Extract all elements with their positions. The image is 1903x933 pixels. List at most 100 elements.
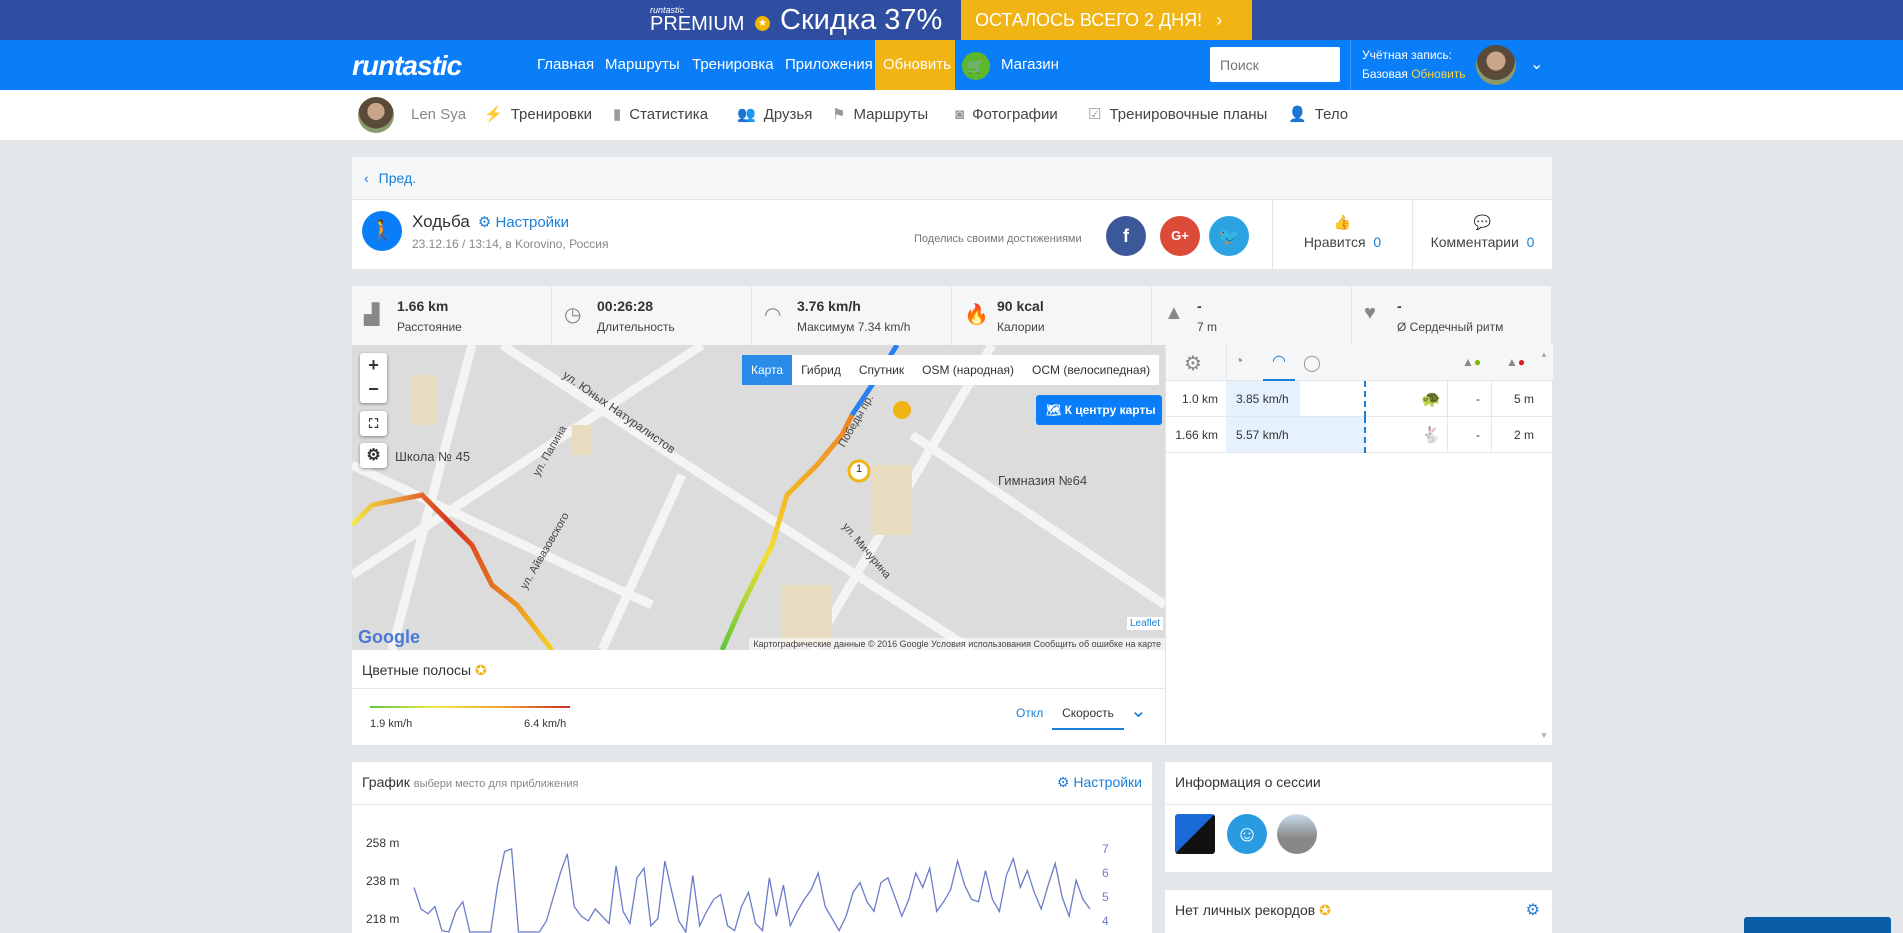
- stat-label: Расстояние: [397, 320, 462, 334]
- scrollbar-up-arrow[interactable]: ▲: [1540, 350, 1548, 359]
- speed-bar: [1226, 381, 1300, 416]
- map-layer-switcher: Карта Гибрид Спутник OSM (народная) OCM (вел…: [742, 355, 1160, 385]
- scrollbar-down-arrow[interactable]: ▼: [1540, 731, 1548, 740]
- y-tick: 218 m: [366, 912, 400, 926]
- y-tick: 258 m: [366, 836, 400, 850]
- stat-value: -: [1197, 298, 1202, 314]
- subnav-training-plans[interactable]: ☑ Тренировочные планы: [1088, 106, 1268, 123]
- stat-4: ▲ - 7 m: [1152, 286, 1352, 345]
- splits-header: ⚙ ◔ ◠ ◯ ▲● ▲●: [1166, 345, 1553, 381]
- split-row[interactable]: 1.66 km 5.57 km/h 🐇 - 2 m: [1166, 417, 1553, 453]
- zoom-in-button[interactable]: +: [368, 355, 379, 375]
- chevron-down-icon[interactable]: ⌄: [1530, 56, 1544, 73]
- start-marker[interactable]: [893, 401, 911, 419]
- speed-chart[interactable]: [412, 822, 1092, 933]
- divider: [1491, 381, 1492, 417]
- search-input[interactable]: [1210, 47, 1340, 82]
- zoom-out-button[interactable]: −: [368, 379, 379, 399]
- divider: [1165, 804, 1552, 805]
- subnav-routes[interactable]: ⚑ Маршруты: [832, 106, 929, 123]
- map-layer-1[interactable]: Гибрид: [801, 363, 841, 377]
- nav-apps[interactable]: Приложения: [785, 56, 873, 73]
- gear-icon[interactable]: ⚙: [1184, 353, 1202, 375]
- route-marker[interactable]: [847, 459, 871, 483]
- account-upgrade-link[interactable]: Обновить: [1411, 67, 1466, 81]
- nav-upgrade[interactable]: Обновить: [875, 40, 955, 90]
- map-layer-3[interactable]: OSM (народная): [922, 363, 1014, 377]
- average-line: [1364, 417, 1366, 453]
- average-line: [1364, 381, 1366, 417]
- center-map-button[interactable]: 🗺 К центру карты: [1036, 395, 1162, 425]
- promo-cta-button[interactable]: ОСТАЛОСЬ ВСЕГО 2 ДНЯ! ›: [961, 0, 1252, 40]
- user-name[interactable]: Len Sya: [411, 106, 467, 123]
- y-tick: 238 m: [366, 874, 400, 888]
- y2-tick: 7: [1102, 842, 1109, 856]
- twitter-share-button[interactable]: 🐦: [1209, 216, 1249, 256]
- gear-icon[interactable]: ⚙: [1525, 902, 1540, 919]
- speedometer-icon: ◠: [764, 304, 782, 326]
- google-plus-share-button[interactable]: G+: [1160, 216, 1200, 256]
- account-info: Учётная запись: Базовая Обновить: [1362, 48, 1466, 81]
- bar-chart-icon: ▮: [613, 106, 622, 123]
- prev-link[interactable]: ‹ Пред.: [352, 157, 1552, 200]
- subnav-workouts[interactable]: ⚡ Тренировки: [484, 106, 592, 123]
- leaflet-link[interactable]: Leaflet: [1126, 617, 1163, 630]
- nav-routes[interactable]: Маршруты: [605, 56, 680, 73]
- chart-settings-link[interactable]: ⚙ Настройки: [1056, 774, 1142, 790]
- turtle-icon: 🐢: [1421, 391, 1441, 408]
- subnav-photos[interactable]: ◙ Фотографии: [955, 106, 1058, 123]
- split-row[interactable]: 1.0 km 3.85 km/h 🐢 - 5 m: [1166, 381, 1553, 417]
- speed-bar: [1226, 417, 1366, 452]
- nav-shop[interactable]: Магазин: [1001, 56, 1059, 73]
- map-attribution[interactable]: Картографические данные © 2016 Google Ус…: [749, 638, 1165, 650]
- like-button[interactable]: 👍 Нравится 0: [1272, 200, 1412, 269]
- split-down: 5 m: [1514, 392, 1535, 406]
- map-layer-4[interactable]: OCM (велосипедная): [1032, 363, 1151, 377]
- divider: [1491, 417, 1492, 453]
- color-bars-speed[interactable]: Скорость: [1052, 706, 1124, 730]
- feedback-button[interactable]: [1744, 917, 1891, 933]
- comments-button[interactable]: 💬 Комментарии 0: [1412, 200, 1552, 269]
- comment-icon: 💬: [1473, 214, 1492, 230]
- stat-label: Длительность: [597, 320, 675, 334]
- map-layer-0[interactable]: Карта: [742, 355, 793, 385]
- gear-icon[interactable]: ⚙: [360, 443, 387, 468]
- fullscreen-button[interactable]: ⛶: [360, 411, 387, 436]
- chevron-down-icon[interactable]: ⌄: [1130, 700, 1147, 722]
- pace-icon[interactable]: ◔: [1234, 353, 1244, 370]
- color-bars-panel: Цветные полосы ✪ 1.9 km/h 6.4 km/h Откл …: [352, 650, 1165, 745]
- avatar[interactable]: [1476, 45, 1516, 85]
- activity-header: 🚶 Ходьба ⚙ Настройки 23.12.16 / 13:14, в …: [352, 200, 1552, 269]
- heart-icon: ♥: [1364, 302, 1376, 324]
- runtastic-app-icon[interactable]: [1175, 814, 1215, 854]
- google-logo: Google: [358, 627, 420, 647]
- user-avatar[interactable]: [358, 97, 394, 133]
- cart-icon[interactable]: 🛒: [962, 52, 990, 80]
- records-panel: Нет личных рекордов ✪ ⚙: [1165, 890, 1552, 933]
- elevation-up-icon: ▲: [1164, 302, 1184, 324]
- elevation-loss-icon: ▲●: [1506, 355, 1526, 369]
- subnav-body[interactable]: 👤 Тело: [1288, 106, 1349, 123]
- map-layer-2[interactable]: Спутник: [858, 363, 905, 377]
- nav-home[interactable]: Главная: [537, 56, 595, 73]
- facebook-share-button[interactable]: f: [1106, 216, 1146, 256]
- activity-settings-link[interactable]: ⚙ Настройки: [477, 214, 569, 231]
- subnav-friends[interactable]: 👥 Друзья: [737, 106, 813, 123]
- divider: [1226, 345, 1227, 381]
- y2-tick: 6: [1102, 866, 1109, 880]
- promo-banner[interactable]: runtastic PREMIUM ★ Скидка 37% ОСТАЛОСЬ В…: [0, 0, 1903, 40]
- stat-1: ◷ 00:26:28 Длительность: [552, 286, 752, 345]
- nav-training[interactable]: Тренировка: [692, 56, 774, 73]
- color-bars-off[interactable]: Откл: [1016, 706, 1044, 720]
- star-icon: ★: [755, 16, 770, 31]
- speed-series-line: [413, 848, 1091, 933]
- stopwatch-icon[interactable]: ◯: [1303, 355, 1321, 372]
- split-speed: 5.57 km/h: [1236, 428, 1289, 442]
- session-info-panel: Информация о сессии ☺: [1165, 762, 1552, 872]
- divider: [1350, 40, 1351, 90]
- runtastic-logo[interactable]: runtastic: [352, 50, 462, 81]
- subnav-statistics[interactable]: ▮ Статистика: [613, 106, 709, 123]
- speedometer-icon[interactable]: ◠: [1263, 351, 1295, 381]
- split-speed: 3.85 km/h: [1236, 392, 1289, 406]
